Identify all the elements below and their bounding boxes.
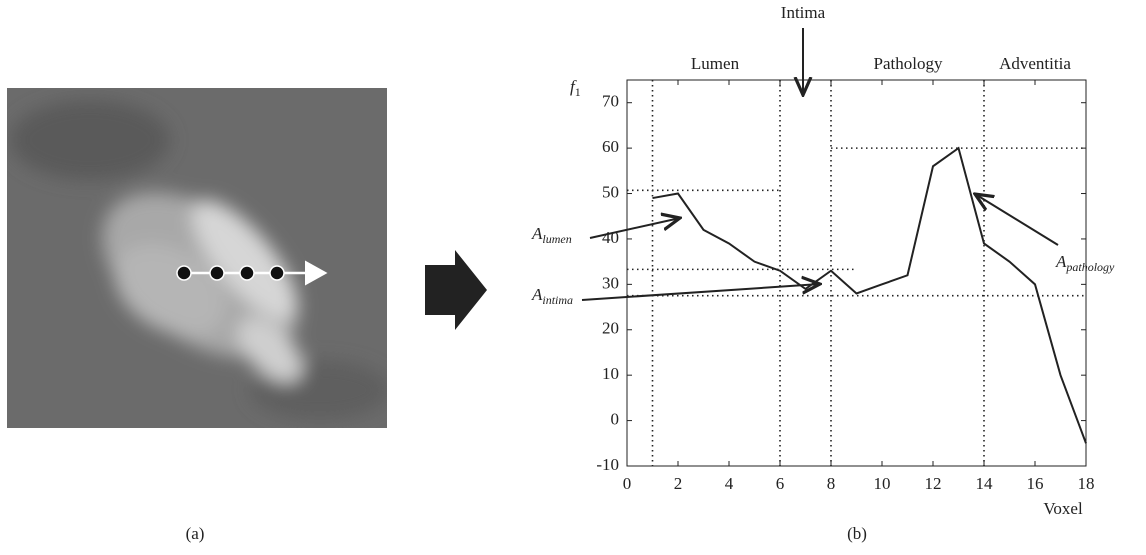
region-label: Adventitia (999, 54, 1071, 73)
x-tick-label: 2 (674, 474, 683, 493)
x-tick-label: 14 (976, 474, 994, 493)
x-tick-label: 8 (827, 474, 836, 493)
annotation: Aintima (531, 285, 573, 307)
x-tick-label: 18 (1078, 474, 1095, 493)
y-tick-label: 40 (602, 228, 619, 247)
x-tick-label: 12 (925, 474, 942, 493)
annotation: Alumen (531, 224, 572, 246)
big-arrow (425, 250, 487, 330)
caption-b: (b) (847, 524, 867, 543)
region-label: Lumen (691, 54, 740, 73)
y-tick-label: 50 (602, 182, 619, 201)
region-label: Intima (781, 3, 826, 22)
y-tick-label: 30 (602, 273, 619, 292)
y-tick-label: 10 (602, 364, 619, 383)
y-tick-label: 70 (602, 92, 619, 111)
region-label: Pathology (874, 54, 943, 73)
plot-frame (627, 80, 1086, 466)
x-axis-label: Voxel (1043, 499, 1083, 518)
y-tick-label: 20 (602, 319, 619, 338)
figure: (a) (b) f1 Voxel Lumen Intima Pathology … (0, 0, 1146, 550)
y-tick-label: 0 (611, 409, 620, 428)
x-tick-label: 4 (725, 474, 734, 493)
x-tick-label: 10 (874, 474, 891, 493)
caption-a: (a) (186, 524, 205, 543)
x-tick-label: 16 (1027, 474, 1044, 493)
annotation-arrow (975, 194, 1058, 245)
x-tick-label: 6 (776, 474, 785, 493)
x-tick-label: 0 (623, 474, 632, 493)
y-axis-label: f1 (570, 77, 581, 99)
y-tick-label: 60 (602, 137, 619, 156)
annotation: Apathology (1055, 252, 1115, 274)
ultrasound-image (7, 88, 390, 428)
y-tick-label: -10 (596, 455, 619, 474)
